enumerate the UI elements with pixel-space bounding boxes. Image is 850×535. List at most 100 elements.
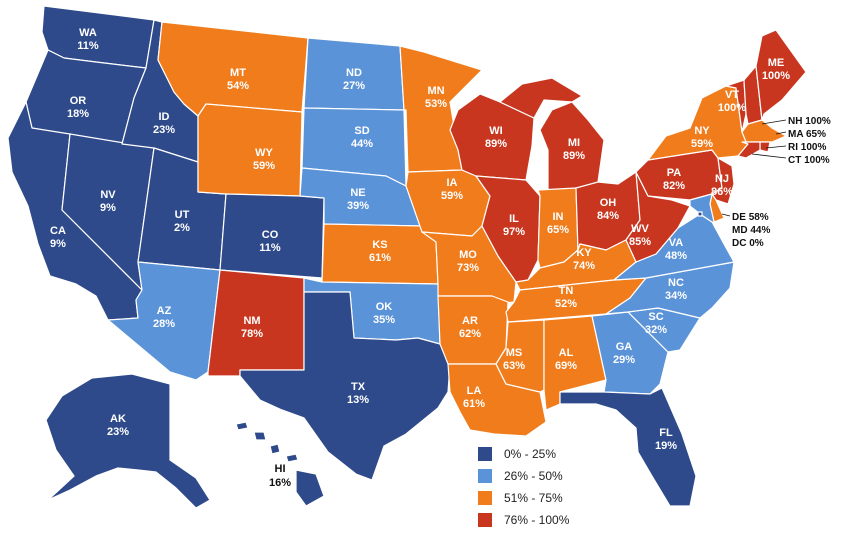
state-wy[interactable] <box>197 103 303 197</box>
state-fl[interactable] <box>559 387 697 507</box>
label-me-abbr: ME <box>768 57 785 69</box>
label-pa-value: 82% <box>663 180 685 192</box>
label-wv-abbr: WV <box>631 223 649 235</box>
label-al-value: 69% <box>555 360 577 372</box>
label-ct: CT 100% <box>788 155 830 166</box>
leader-line-ma <box>775 131 787 135</box>
label-nh: NH 100% <box>788 116 831 127</box>
label-mi-value: 89% <box>563 150 585 162</box>
label-nc-abbr: NC <box>668 277 684 289</box>
label-ak-value: 23% <box>107 426 129 438</box>
label-wv-value: 85% <box>629 236 651 248</box>
state-labels: WA 11% OR 18% CA 9% NV 9% ID 23% UT 2% A… <box>50 27 831 489</box>
state-tx[interactable] <box>239 291 451 481</box>
label-sd-abbr: SD <box>354 125 369 137</box>
label-tx-abbr: TX <box>351 381 366 393</box>
label-vt-value: 100% <box>718 102 746 114</box>
label-ri: RI 100% <box>788 142 826 153</box>
label-me-value: 100% <box>762 70 790 82</box>
label-pa-abbr: PA <box>667 167 682 179</box>
label-ny-abbr: NY <box>694 125 710 137</box>
label-ky-value: 74% <box>573 260 595 272</box>
label-ak-abbr: AK <box>110 413 126 425</box>
label-ne-value: 39% <box>347 200 369 212</box>
legend-item: 26% - 50% <box>478 465 569 487</box>
state-nc[interactable] <box>605 261 735 319</box>
legend-swatch-c2 <box>478 469 492 483</box>
label-sc-value: 32% <box>645 324 667 336</box>
state-ak[interactable] <box>45 373 211 509</box>
label-la-value: 61% <box>463 398 485 410</box>
label-ar-value: 62% <box>459 328 481 340</box>
state-me[interactable] <box>755 29 807 121</box>
label-mt-abbr: MT <box>230 67 246 79</box>
label-wi-abbr: WI <box>489 125 502 137</box>
legend-label: 76% - 100% <box>504 513 570 527</box>
label-wi-value: 89% <box>485 138 507 150</box>
legend-item: 76% - 100% <box>478 509 569 531</box>
state-md[interactable] <box>689 193 725 227</box>
label-mn-abbr: MN <box>427 85 444 97</box>
label-az-abbr: AZ <box>157 305 172 317</box>
state-ri[interactable] <box>759 141 771 153</box>
label-in-abbr: IN <box>553 211 564 223</box>
label-nv-abbr: NV <box>100 189 116 201</box>
label-ne-abbr: NE <box>350 187 365 199</box>
label-va-abbr: VA <box>669 237 684 249</box>
label-or-abbr: OR <box>70 95 87 107</box>
leader-line-ri <box>765 145 787 149</box>
legend-label: 26% - 50% <box>504 469 563 483</box>
label-oh-abbr: OH <box>600 197 617 209</box>
state-hi[interactable] <box>235 421 325 507</box>
label-de: DE 58% <box>732 212 769 223</box>
label-hi-value: 16% <box>269 477 291 489</box>
label-ut-abbr: UT <box>175 209 190 221</box>
label-mi-abbr: MI <box>568 137 580 149</box>
label-ky-abbr: KY <box>576 247 592 259</box>
label-co-abbr: CO <box>262 229 279 241</box>
label-nj-value: 86% <box>711 186 733 198</box>
label-md: MD 44% <box>732 225 770 236</box>
label-ms-value: 63% <box>503 360 525 372</box>
label-dc: DC 0% <box>732 238 764 249</box>
label-ca-abbr: CA <box>50 225 66 237</box>
label-nv-value: 9% <box>100 202 116 214</box>
state-ct[interactable] <box>737 141 761 159</box>
label-il-value: 97% <box>503 226 525 238</box>
state-mi[interactable] <box>499 77 583 119</box>
label-ca-value: 9% <box>50 238 66 250</box>
label-nd-value: 27% <box>343 80 365 92</box>
label-va-value: 48% <box>665 250 687 262</box>
leader-line-ct <box>751 153 787 159</box>
label-mo-abbr: MO <box>459 249 477 261</box>
legend-label: 51% - 75% <box>504 491 563 505</box>
label-ga-abbr: GA <box>616 341 633 353</box>
label-nm-value: 78% <box>241 328 263 340</box>
legend-label: 0% - 25% <box>504 447 557 461</box>
label-mo-value: 73% <box>457 262 479 274</box>
label-co-value: 11% <box>259 242 281 254</box>
label-ia-abbr: IA <box>447 177 458 189</box>
label-ks-value: 61% <box>369 252 391 264</box>
label-tx-value: 13% <box>347 394 369 406</box>
label-hi-abbr: HI <box>275 463 286 475</box>
label-nd-abbr: ND <box>346 67 362 79</box>
label-la-abbr: LA <box>467 385 482 397</box>
label-tn-value: 52% <box>555 298 577 310</box>
label-tn-abbr: TN <box>559 285 574 297</box>
label-ok-abbr: OK <box>376 301 393 313</box>
label-id-abbr: ID <box>159 111 170 123</box>
state-nj[interactable] <box>711 157 735 205</box>
legend-item: 0% - 25% <box>478 443 569 465</box>
state-dc[interactable] <box>697 211 703 217</box>
state-wv[interactable] <box>625 171 691 263</box>
state-ky[interactable] <box>515 239 637 291</box>
label-ut-value: 2% <box>174 222 190 234</box>
state-vt[interactable] <box>725 79 747 133</box>
label-ia-value: 59% <box>441 190 463 202</box>
label-mn-value: 53% <box>425 98 447 110</box>
label-sc-abbr: SC <box>648 311 663 323</box>
legend-swatch-c3 <box>478 491 492 505</box>
label-mt-value: 54% <box>227 80 249 92</box>
label-id-value: 23% <box>153 124 175 136</box>
